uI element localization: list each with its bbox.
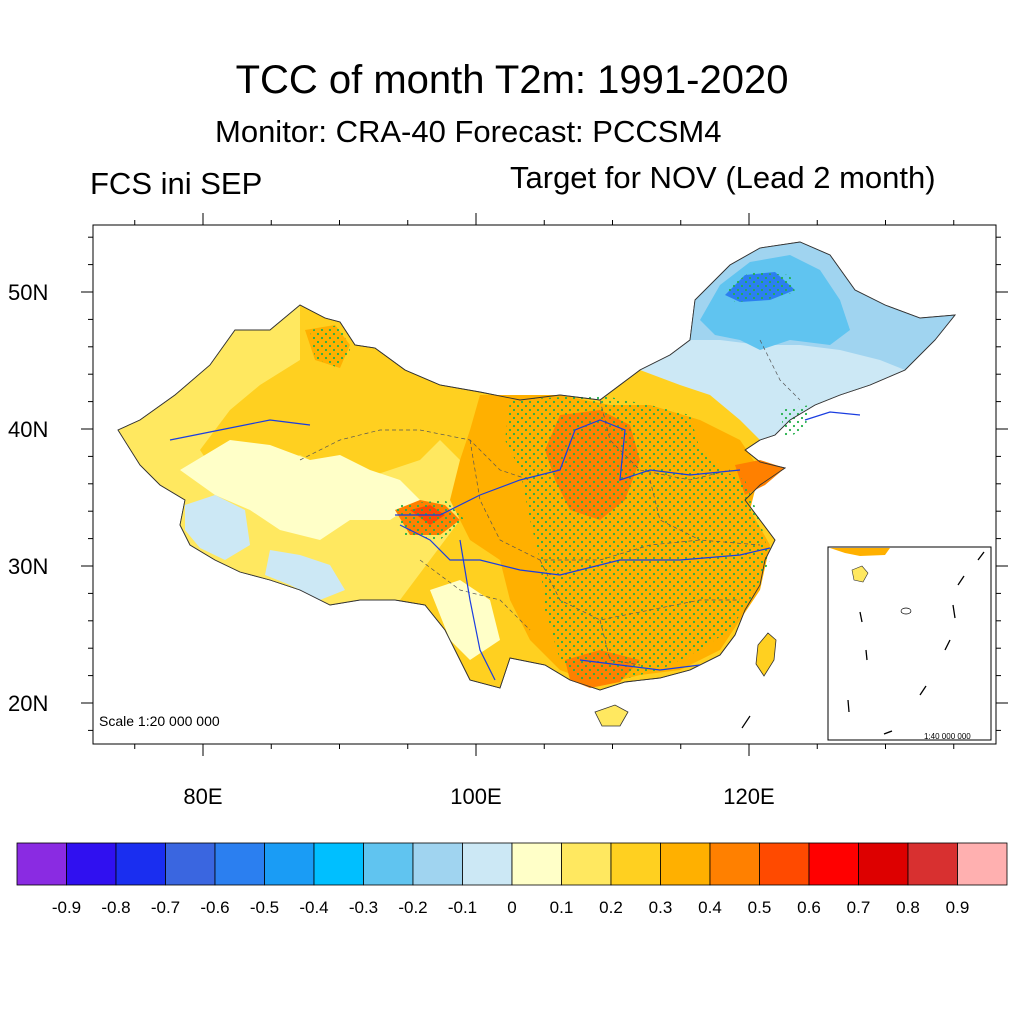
colorbar-swatch (313, 842, 364, 886)
colorbar-label: -0.6 (200, 898, 229, 917)
nine-dash-line (847, 551, 985, 735)
map-ticks (81, 213, 1008, 756)
colorbar-swatch (16, 842, 67, 886)
inset-island (900, 607, 912, 615)
lon-tick-label: 120E (723, 784, 774, 809)
colorbar-swatch (214, 842, 265, 886)
colorbar-swatch (66, 842, 117, 886)
colorbar-swatch (858, 842, 909, 886)
lat-tick-label: 30N (8, 554, 48, 579)
inset-hainan (851, 565, 869, 583)
colorbar-swatch (907, 842, 958, 886)
chart-title: TCC of month T2m: 1991-2020 (235, 58, 789, 102)
target-label: Target for NOV (Lead 2 month) (510, 160, 936, 195)
lat-tick-label: 40N (8, 417, 48, 442)
colorbar-label: -0.8 (101, 898, 130, 917)
colorbar-swatch (957, 842, 1008, 886)
significance-stipple (310, 325, 350, 368)
colorbar-swatch (165, 842, 216, 886)
tcc-patch (700, 255, 850, 350)
colorbar-labels: -0.9 -0.8 -0.7 -0.6 -0.5 -0.4 -0.3 -0.2 -0.1 0 0.1… (52, 898, 969, 917)
tcc-patch (640, 325, 905, 440)
colorbar-label: 0.5 (748, 898, 772, 917)
colorbar-label: 0.7 (847, 898, 871, 917)
colorbar-label: 0.8 (896, 898, 920, 917)
colorbar-swatch (759, 842, 810, 886)
colorbar-swatch (808, 842, 859, 886)
hainan-island (594, 704, 629, 727)
colorbar-label: -0.5 (250, 898, 279, 917)
taiwan-island (755, 632, 777, 677)
colorbar-swatch (264, 842, 315, 886)
colorbar-label: -0.7 (151, 898, 180, 917)
colorbar-swatch (115, 842, 166, 886)
colorbar-swatch (610, 842, 661, 886)
colorbar-label: -0.2 (398, 898, 427, 917)
tcc-patch (185, 495, 250, 560)
colorbar-label: 0.4 (698, 898, 722, 917)
significance-stipple (395, 500, 465, 540)
china-border (117, 241, 957, 691)
forecast-init-label: FCS ini SEP (90, 166, 263, 201)
tcc-field (117, 241, 957, 727)
significance-stipple (505, 395, 770, 680)
colorbar-swatch (511, 842, 562, 886)
coast-mark (741, 715, 751, 729)
inset-scale-label: 1:40 000 000 (924, 732, 971, 741)
tcc-patch (430, 580, 500, 660)
province-boundaries (299, 339, 801, 666)
colorbar-swatch (462, 842, 513, 886)
colorbar-label: 0.2 (599, 898, 623, 917)
inset-coastal-fill (830, 548, 890, 556)
colorbar-swatch (363, 842, 414, 886)
colorbar-swatch (660, 842, 711, 886)
colorbar-label: -0.1 (448, 898, 477, 917)
colorbar-label: -0.9 (52, 898, 81, 917)
lon-tick-label: 100E (450, 784, 501, 809)
significance-stipple (780, 405, 810, 438)
colorbar-label: 0 (507, 898, 516, 917)
significance-stipple (725, 272, 795, 302)
tcc-patch (735, 460, 785, 495)
lat-tick-label: 50N (8, 280, 48, 305)
tcc-patch (265, 550, 345, 600)
colorbar-swatch (412, 842, 463, 886)
chart-subtitle: Monitor: CRA-40 Forecast: PCCSM4 (215, 114, 722, 149)
tcc-patch (180, 440, 420, 540)
colorbar (16, 842, 1008, 886)
colorbar-label: 0.1 (550, 898, 574, 917)
colorbar-label: 0.3 (649, 898, 673, 917)
colorbar-swatch (709, 842, 760, 886)
rivers (169, 411, 861, 681)
map-scale-label: Scale 1:20 000 000 (99, 713, 220, 729)
lon-tick-label: 80E (183, 784, 222, 809)
colorbar-label: -0.3 (349, 898, 378, 917)
colorbar-label: 0.6 (797, 898, 821, 917)
inset-map: 1:40 000 000 (827, 546, 992, 741)
lat-tick-label: 20N (8, 691, 48, 716)
colorbar-swatch (561, 842, 612, 886)
lat-labels: 50N 40N 30N 20N (8, 280, 48, 716)
colorbar-label: 0.9 (946, 898, 970, 917)
lon-labels: 80E 100E 120E (183, 784, 774, 809)
colorbar-label: -0.4 (299, 898, 328, 917)
